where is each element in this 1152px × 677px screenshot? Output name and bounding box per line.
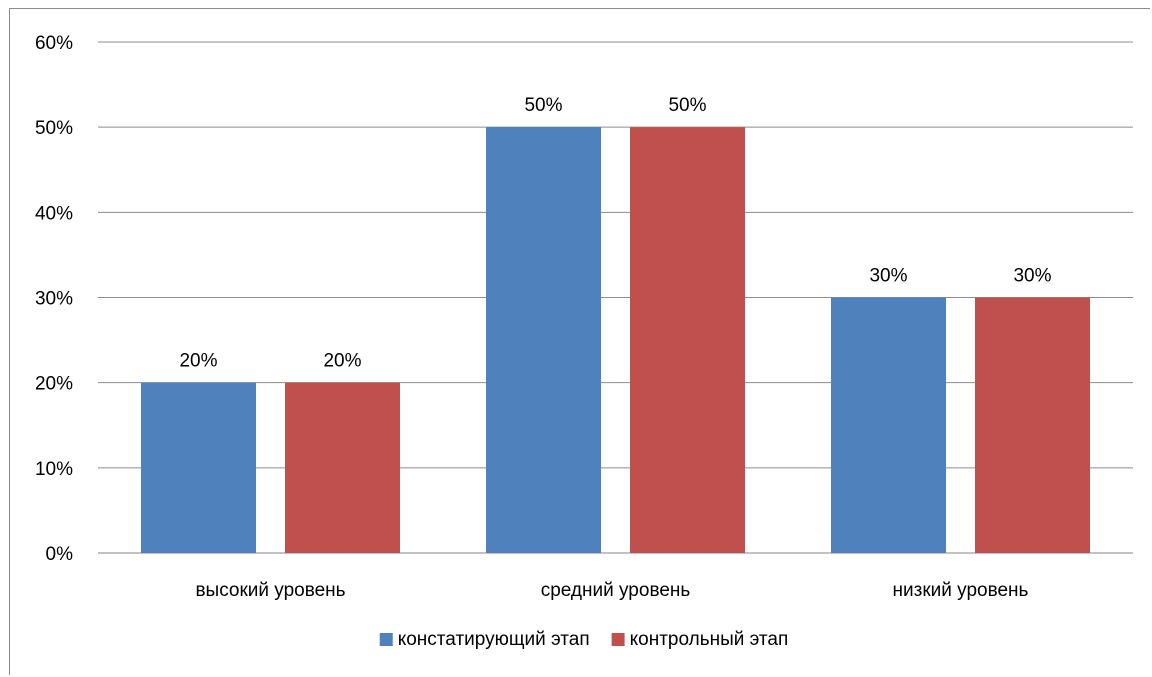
y-tick-label: 20% — [35, 374, 73, 395]
y-axis-tick-labels: 0% 10% 20% 30% 40% 50% 60% — [35, 33, 73, 565]
y-tick-label: 40% — [35, 203, 73, 224]
data-label: 50% — [524, 95, 562, 116]
bar-series2 — [975, 297, 1090, 553]
bar-series2 — [285, 382, 400, 553]
bar-series2 — [630, 127, 745, 554]
legend-swatch — [379, 633, 393, 646]
data-label: 30% — [869, 266, 907, 287]
bars — [141, 127, 1090, 554]
category-label: средний уровень — [541, 580, 691, 601]
category-label: высокий уровень — [195, 580, 345, 601]
bar-series1 — [831, 297, 946, 553]
data-label: 30% — [1013, 266, 1051, 287]
data-labels: 20% 20% 50% 50% 30% 30% — [179, 95, 1051, 372]
data-label: 20% — [323, 351, 361, 372]
data-label: 50% — [668, 95, 706, 116]
y-tick-label: 10% — [35, 459, 73, 480]
y-tick-label: 30% — [35, 289, 73, 310]
legend-label: констатирующий этап — [398, 629, 590, 650]
bar-series1 — [486, 127, 601, 554]
x-axis-category-labels: высокий уровень средний уровень низкий уро… — [195, 580, 1028, 601]
data-label: 20% — [179, 351, 217, 372]
legend-swatch — [611, 633, 625, 646]
gridlines — [98, 41, 1133, 554]
y-tick-label: 0% — [46, 544, 74, 565]
legend: констатирующий этап контрольный этап — [379, 629, 789, 650]
legend-label: контрольный этап — [630, 629, 789, 650]
y-tick-label: 60% — [35, 33, 73, 54]
category-label: низкий уровень — [893, 580, 1029, 601]
y-tick-label: 50% — [35, 118, 73, 139]
bar-series1 — [141, 382, 256, 553]
